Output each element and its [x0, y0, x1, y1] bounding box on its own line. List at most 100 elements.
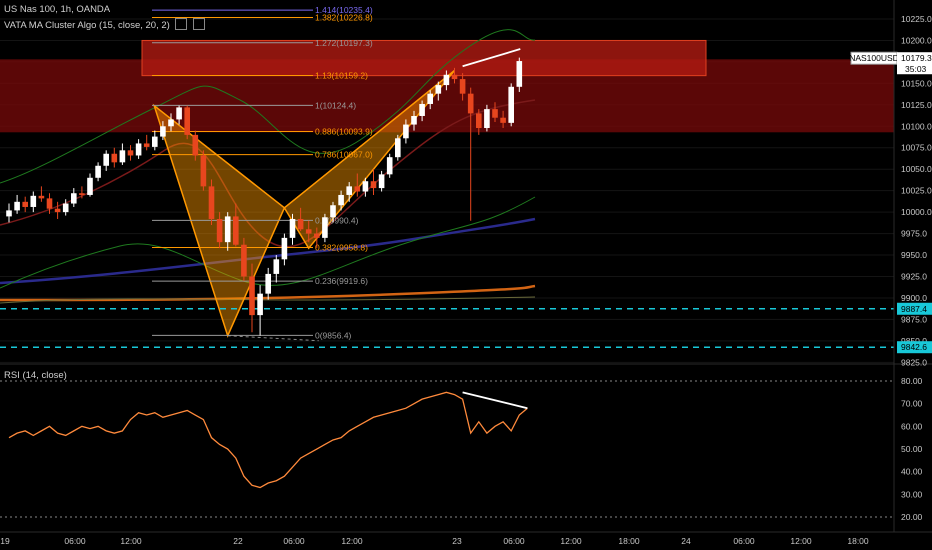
ma-blue-line — [0, 217, 536, 285]
candle-body — [152, 136, 158, 147]
candle-body — [435, 85, 442, 94]
candle-body — [508, 86, 514, 123]
candle-body — [71, 193, 77, 204]
candle-body — [362, 181, 369, 192]
fib-label: 0.786(10067.0) — [315, 150, 373, 160]
candle-body — [208, 186, 215, 219]
candle-body — [119, 150, 126, 163]
candle-body — [281, 237, 288, 260]
candle-body — [257, 293, 263, 316]
basis-line — [0, 99, 536, 248]
candle-body — [249, 276, 255, 316]
level-tag-text: 9842.6 — [901, 342, 927, 352]
countdown-text: 35:03 — [905, 64, 927, 74]
symbol-legend: US Nas 100, 1h, OANDA — [4, 4, 110, 15]
rsi-tick-label: 70.00 — [901, 399, 923, 409]
rsi-title: RSI (14, close) — [4, 370, 67, 381]
fib-label: 1(10124.4) — [315, 100, 356, 110]
fib-levels: 1.414(10235.4)1.382(10226.8) 1.272(10197.… — [152, 5, 373, 340]
candle-body — [168, 119, 174, 127]
candle-body — [297, 218, 304, 230]
time-tick-label: 24 — [681, 536, 691, 546]
time-tick-label: 06:00 — [503, 536, 525, 546]
price-tick-label: 10100.0 — [901, 121, 932, 131]
candle-body — [354, 186, 361, 192]
time-tick-label: 12:00 — [560, 536, 582, 546]
candles — [6, 48, 523, 336]
price-divergence-line — [462, 48, 521, 68]
last-price-tag — [897, 52, 932, 75]
fib-label: 0.5(9990.4) — [315, 215, 359, 225]
rsi-tick-label: 40.00 — [901, 467, 923, 477]
settings-gear-icon[interactable] — [193, 18, 206, 30]
candle-body — [346, 186, 352, 195]
fib-label: 0(9856.4) — [315, 330, 352, 340]
time-tick-label: 12:00 — [120, 536, 142, 546]
time-axis[interactable]: 19 06:00 12:00 22 06:00 12:00 23 06:00 12:00 18:0… — [0, 531, 932, 546]
candle-body — [22, 201, 28, 207]
candle-body — [305, 229, 312, 234]
candle-body — [30, 195, 37, 207]
time-tick-label: 19 — [0, 536, 10, 546]
candle-body — [500, 117, 506, 123]
candle-body — [403, 124, 409, 139]
horizontal-levels — [0, 308, 894, 348]
candle-body — [103, 153, 109, 166]
level-tag — [897, 341, 932, 354]
rsi-tick-label: 20.00 — [901, 512, 923, 522]
visibility-eye-icon[interactable] — [175, 18, 188, 30]
rsi-divergence-line — [462, 391, 528, 410]
price-tick-label: 10075.0 — [901, 143, 932, 153]
fib-label: 1.382(10226.8) — [315, 12, 373, 22]
price-axis[interactable]: 10225.0 10200.0 10150.0 10125.0 10100.0 10075… — [893, 0, 932, 532]
price-tick-label: 10000.0 — [901, 207, 932, 217]
candle-body — [14, 201, 20, 211]
level-tag-text: 9887.4 — [901, 304, 927, 314]
candle-body — [111, 153, 118, 163]
candle-body — [467, 93, 474, 114]
price-tick-label: 9875.0 — [901, 314, 927, 324]
symbol-tag-text: NAS100USD — [849, 53, 899, 63]
candle-body — [273, 259, 280, 274]
candle-body — [95, 165, 101, 178]
symbol-title: US Nas 100, 1h, OANDA — [4, 4, 111, 15]
rsi-tick-label: 30.00 — [901, 489, 923, 499]
rsi-tick-label: 50.00 — [901, 444, 923, 454]
candle-body — [184, 107, 190, 135]
rsi-pane — [0, 380, 894, 518]
price-tick-label: 10050.0 — [901, 164, 932, 174]
candle-body — [427, 93, 433, 104]
supply-zones — [0, 39, 894, 133]
candle-body — [322, 217, 328, 238]
time-tick-label: 18:00 — [618, 536, 640, 546]
price-tick-label: 9950.0 — [901, 250, 927, 260]
fib-label: 0.886(10093.9) — [315, 127, 373, 137]
time-tick-label: 23 — [452, 536, 462, 546]
candle-body — [370, 181, 377, 189]
fib-label: 1.414(10235.4) — [315, 5, 373, 15]
time-tick-label: 12:00 — [341, 536, 363, 546]
fib-label: 1.13(10159.2) — [315, 70, 368, 80]
candle-body — [54, 208, 61, 213]
indicator-legend: VATA MA Cluster Algo (15, close, 20, 2) — [4, 18, 206, 31]
price-tick-label: 9925.0 — [901, 271, 927, 281]
candle-body — [87, 177, 93, 195]
price-tags: NAS100USD 10179.335:03 9887.4 9842.6 — [849, 51, 932, 354]
candle-body — [265, 273, 271, 294]
supply-zone — [141, 39, 707, 77]
candle-body — [459, 79, 466, 94]
candle-body — [192, 134, 199, 156]
candle-body — [484, 109, 490, 129]
price-tick-label: 10125.0 — [901, 100, 932, 110]
time-tick-label: 06:00 — [283, 536, 305, 546]
candle-body — [200, 155, 207, 187]
candle-body — [386, 157, 393, 175]
candle-body — [143, 143, 150, 147]
pattern-bd-line — [284, 70, 455, 209]
upper-band-line — [0, 29, 536, 184]
candle-body — [176, 107, 182, 120]
candle-body — [62, 203, 69, 213]
rsi-tick-label: 60.00 — [901, 421, 923, 431]
candle-body — [516, 61, 523, 87]
